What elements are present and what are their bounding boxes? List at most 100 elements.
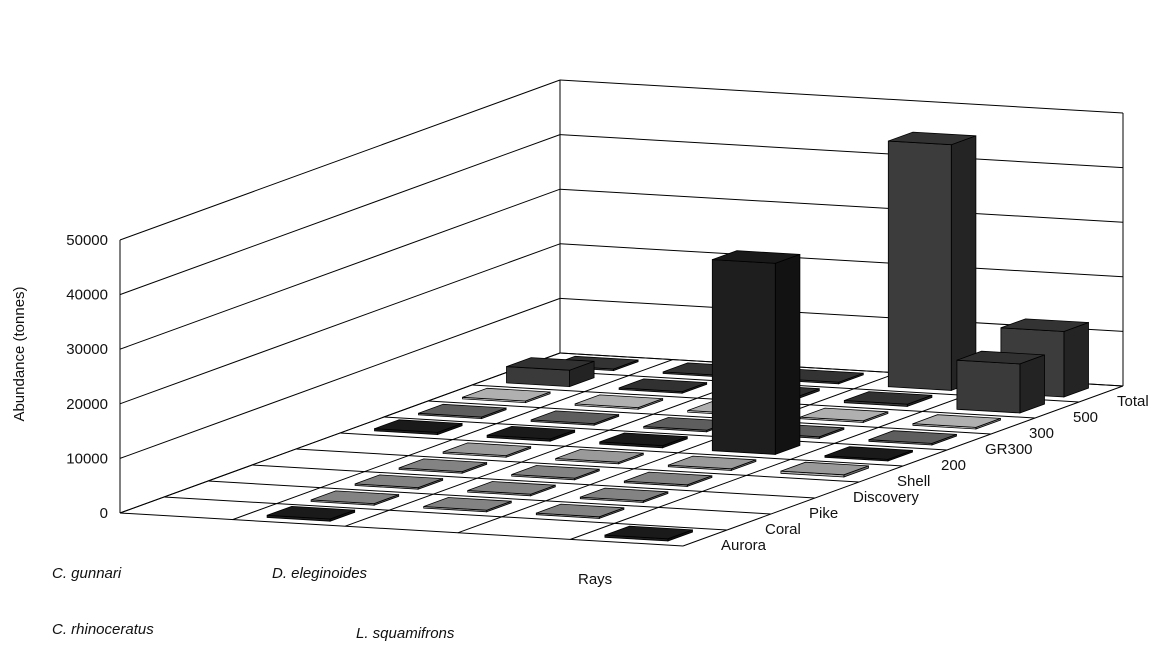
category-label: L. squamifrons: [356, 625, 455, 642]
bar-side: [1019, 354, 1045, 414]
bar-top: [506, 357, 595, 371]
gridline-left-1: [119, 297, 561, 459]
floor-line-category: [457, 372, 898, 534]
chart-bars: [266, 131, 1089, 542]
bar-200-3: [711, 250, 801, 455]
bar-top: [624, 471, 713, 486]
bar-gr300-4: [868, 430, 957, 446]
bar-top: [604, 525, 693, 540]
bar-top: [467, 481, 556, 495]
series-label: Discovery: [853, 489, 919, 506]
bar-shell-4: [780, 461, 869, 478]
bar-top: [310, 490, 399, 505]
bar-300-4: [912, 414, 1001, 430]
bar-top: [912, 414, 1001, 428]
y-axis-title: Abundance (tonnes): [11, 286, 28, 421]
bar-top: [442, 442, 531, 457]
bar-top: [888, 131, 977, 146]
series-label: 300: [1029, 425, 1054, 442]
bar-coral-3: [535, 503, 625, 519]
bar-top: [824, 446, 913, 460]
bar-front: [887, 140, 952, 391]
bar-300-3: [799, 407, 889, 423]
gridline-left-2: [119, 243, 561, 405]
gridline-left-5: [119, 79, 561, 241]
category-label: Rays: [578, 571, 612, 588]
bar-300-0: [462, 387, 551, 404]
gridline-left-4: [119, 134, 561, 296]
floor-line-series: [427, 400, 992, 435]
bar-front: [711, 259, 776, 455]
bar-total-3: [887, 131, 977, 391]
bar-pike-1: [354, 474, 444, 490]
bar-shell-1: [442, 442, 532, 458]
bar-top: [374, 419, 463, 433]
bar-aurora-4: [604, 525, 693, 542]
bar-top: [668, 455, 757, 470]
bar-aurora-1: [266, 505, 356, 522]
bar-top: [266, 505, 355, 520]
bar-discovery-3: [623, 471, 713, 487]
bar-200-1: [486, 425, 576, 442]
bar-gr300-0: [418, 403, 507, 420]
bar-top: [599, 432, 688, 447]
floor-line-series: [119, 512, 684, 547]
bar-top: [844, 391, 933, 405]
series-label: Pike: [809, 505, 838, 522]
series-label: 500: [1073, 409, 1098, 426]
floor-line-category: [345, 365, 786, 527]
bar-200-4: [824, 446, 913, 462]
bar-coral-1: [310, 490, 400, 506]
bar-discovery-1: [398, 458, 488, 474]
bar-gr300-1: [530, 410, 620, 426]
bar-top: [618, 378, 707, 393]
bar-top: [530, 410, 619, 425]
bar-top: [536, 503, 625, 518]
bar-top: [398, 458, 487, 473]
y-tick-label: 0: [100, 505, 108, 522]
category-label: D. eleginoides: [272, 565, 368, 582]
bar-discovery-2: [511, 465, 600, 481]
bar-200-0: [374, 419, 463, 436]
bar-top: [462, 387, 551, 402]
bar-top: [580, 487, 669, 502]
bar-top: [511, 465, 600, 479]
bar-500-4: [956, 350, 1045, 414]
bar-side: [1063, 321, 1089, 398]
bar-coral-2: [423, 497, 512, 513]
gridline-back-4: [559, 134, 1124, 169]
bar-top: [418, 403, 507, 418]
gridline-back-2: [559, 243, 1124, 278]
bar-top: [423, 497, 512, 511]
bar-top: [956, 350, 1045, 365]
bar-200-2: [599, 432, 688, 449]
gridline-back-5: [559, 79, 1124, 114]
bar-top: [868, 430, 957, 444]
bar-front: [956, 359, 1021, 414]
series-label: GR300: [985, 441, 1033, 458]
bar-500-3: [843, 391, 933, 407]
bar-500-0: [506, 357, 595, 388]
series-label: Total: [1117, 393, 1149, 410]
y-tick-label: 20000: [66, 396, 108, 413]
category-label: C. gunnari: [52, 565, 122, 582]
floor-line-category: [119, 352, 561, 514]
bar-side: [774, 253, 801, 455]
y-tick-label: 50000: [66, 232, 108, 249]
y-tick-label: 10000: [66, 450, 108, 467]
floor-line-category: [232, 359, 673, 521]
floor-line-series: [339, 432, 904, 467]
gridline-back-3: [559, 188, 1124, 223]
gridline-left-3: [119, 188, 561, 350]
floor-line-series: [207, 480, 772, 515]
bar-top: [486, 425, 575, 440]
bar-top: [1000, 318, 1089, 332]
series-label: Shell: [897, 473, 930, 490]
bar-top: [574, 394, 663, 409]
bar-top: [712, 250, 801, 264]
y-tick-label: 40000: [66, 287, 108, 304]
bar-side: [950, 135, 977, 391]
y-tick-label: 30000: [66, 341, 108, 358]
